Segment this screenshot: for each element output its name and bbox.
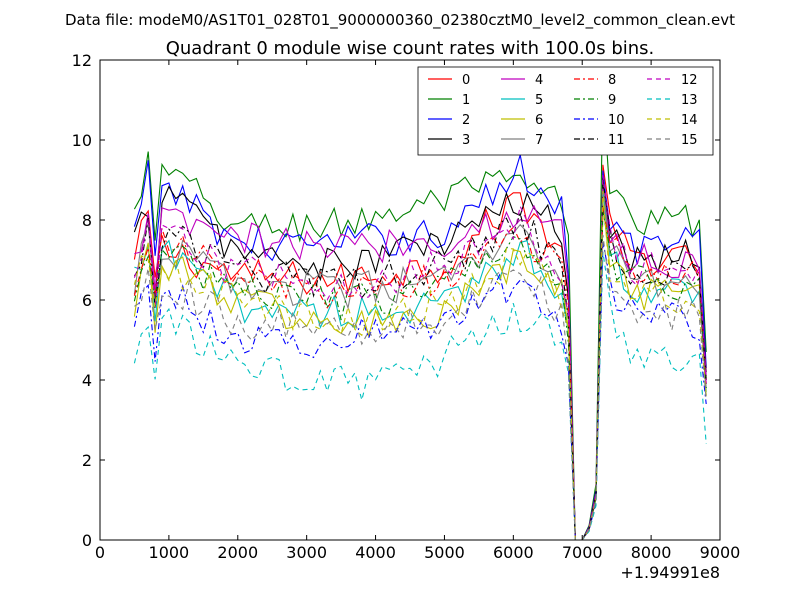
series-line-14: [133, 190, 707, 540]
legend-entry-13: 13: [647, 93, 698, 108]
y-tick-label: 0: [82, 531, 92, 550]
legend-entry-0: 0: [428, 73, 470, 88]
x-tick-label: 6000: [493, 543, 534, 562]
legend-entry-4: 4: [501, 73, 543, 88]
legend-label: 2: [462, 113, 470, 128]
legend-label: 8: [608, 73, 616, 88]
legend-label: 4: [535, 73, 543, 88]
legend-entry-12: 12: [647, 73, 698, 88]
legend-entry-1: 1: [428, 93, 470, 108]
y-tick-label: 12: [72, 51, 92, 70]
legend-entry-11: 11: [574, 133, 625, 148]
legend-label: 6: [535, 113, 543, 128]
plot-area: [133, 89, 707, 540]
legend-label: 15: [681, 133, 698, 148]
axes: 0 1000 2000 3000 4000 5000 6000 7000 8000 9000 0 2 4…: [72, 51, 741, 562]
series-line-7: [133, 182, 707, 540]
legend-label: 7: [535, 133, 543, 148]
legend-label: 11: [608, 133, 625, 148]
legend-entry-14: 14: [647, 113, 698, 128]
legend-label: 13: [681, 93, 698, 108]
legend-label: 1: [462, 93, 470, 108]
series-line-15: [134, 234, 707, 540]
series-line-1: [133, 89, 707, 540]
x-tick-label: 5000: [424, 543, 465, 562]
series-line-11: [133, 181, 707, 540]
series-line-8: [133, 207, 707, 540]
legend-entry-3: 3: [428, 133, 470, 148]
legend-entry-8: 8: [574, 73, 616, 88]
legend-label: 10: [608, 113, 625, 128]
legend-entry-10: 10: [574, 113, 625, 128]
chart-title: Quadrant 0 module wise count rates with …: [166, 38, 655, 59]
x-tick-label: 8000: [631, 543, 672, 562]
x-tick-label: 1000: [149, 543, 190, 562]
series-line-12: [133, 175, 707, 540]
legend-label: 14: [681, 113, 698, 128]
legend-entry-15: 15: [647, 133, 698, 148]
legend-label: 12: [681, 73, 698, 88]
x-tick-label: 3000: [286, 543, 327, 562]
legend-box: [417, 66, 714, 156]
x-tick-label: 2000: [217, 543, 258, 562]
series-group: [133, 89, 707, 540]
series-line-13: [133, 252, 707, 540]
x-tick-label: 7000: [562, 543, 603, 562]
series-line-0: [133, 164, 707, 540]
chart-suptitle: Data file: modeM0/AS1T01_028T01_90000003…: [65, 11, 735, 30]
x-tick-label: 9000: [700, 543, 741, 562]
series-line-4: [134, 181, 707, 540]
y-tick-label: 4: [82, 371, 92, 390]
series-line-3: [133, 178, 707, 540]
series-line-2: [133, 154, 707, 540]
legend-label: 5: [535, 93, 543, 108]
legend-entry-9: 9: [574, 93, 616, 108]
y-tick-label: 10: [72, 131, 92, 150]
legend-entry-2: 2: [428, 113, 470, 128]
legend-label: 3: [462, 133, 470, 148]
legend-entry-7: 7: [501, 133, 543, 148]
x-axis-offset-label: +1.94991e8: [620, 563, 720, 582]
legend-entry-5: 5: [501, 93, 543, 108]
legend-entry-6: 6: [501, 113, 543, 128]
series-line-10: [133, 242, 707, 540]
y-tick-label: 6: [82, 291, 92, 310]
legend-label: 9: [608, 93, 616, 108]
series-line-9: [133, 211, 707, 540]
x-tick-label: 0: [95, 543, 105, 562]
legend-label: 0: [462, 73, 470, 88]
y-tick-label: 8: [82, 211, 92, 230]
x-tick-label: 4000: [355, 543, 396, 562]
y-tick-label: 2: [82, 451, 92, 470]
